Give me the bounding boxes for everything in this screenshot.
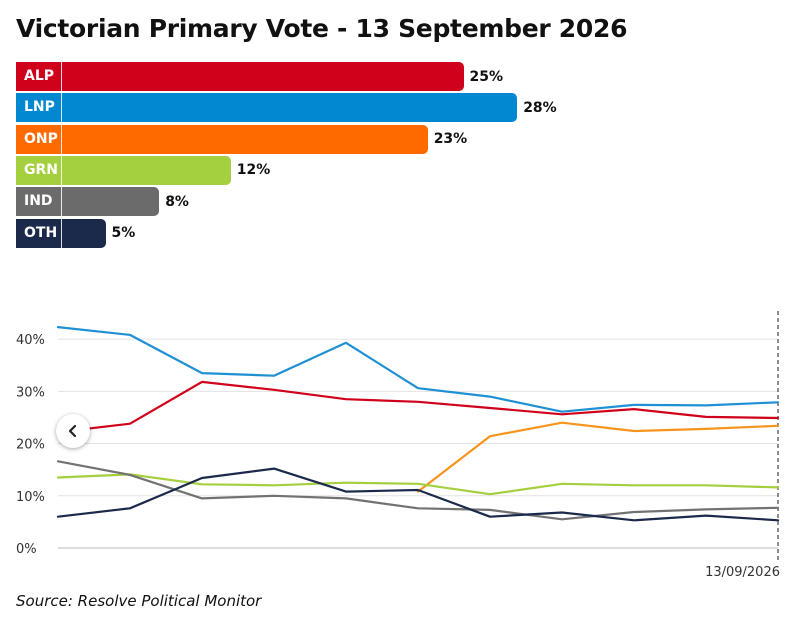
bar-grn: GRN xyxy=(16,155,231,185)
bar-party-label: ALP xyxy=(16,62,62,91)
line-chart: 0% 10% 20% 30% 40% 13/09/2026 xyxy=(16,311,780,580)
y-tick-label: 20% xyxy=(16,438,45,453)
bar-value-label: 8% xyxy=(165,193,189,210)
bar-value-label: 5% xyxy=(111,225,136,241)
bar-row-lnp: LNP 28% xyxy=(16,93,557,123)
bar-lnp: LNP xyxy=(16,93,518,123)
chevron-left-icon xyxy=(68,424,77,438)
bar-value-label: 23% xyxy=(433,131,468,148)
bar-value-label: 12% xyxy=(236,162,271,179)
y-tick-label: 40% xyxy=(16,333,45,348)
bar-party-label: GRN xyxy=(16,155,62,185)
bar-party-label: LNP xyxy=(16,93,62,123)
series-line-oth xyxy=(56,467,780,522)
series-line-ind xyxy=(56,460,780,521)
bar-onp: ONP xyxy=(16,124,428,154)
series-line-lnp xyxy=(56,326,780,413)
bar-alp: ALP xyxy=(16,62,464,91)
bar-row-alp: ALP 25% xyxy=(16,62,503,91)
y-tick-label: 0% xyxy=(16,542,37,557)
y-tick-label: 10% xyxy=(16,490,45,505)
page-title: Victorian Primary Vote - 13 September 20… xyxy=(16,14,628,43)
bar-party-label: IND xyxy=(16,187,62,217)
bar-row-onp: ONP 23% xyxy=(16,124,468,154)
source-note: Source: Resolve Political Monitor xyxy=(16,592,262,610)
bar-value-label: 25% xyxy=(469,68,504,85)
bar-ind: IND xyxy=(16,187,160,217)
bar-chart: ALP 25% LNP 28% ONP 23% GRN 12% IND 8% OTH 5% xyxy=(16,62,716,252)
series-line-onp xyxy=(416,421,780,493)
bar-party-label: OTH xyxy=(16,218,62,248)
bar-oth: OTH xyxy=(16,218,106,248)
scroll-back-button[interactable] xyxy=(56,414,90,448)
bar-value-label: 28% xyxy=(523,99,557,116)
series-line-grn xyxy=(56,473,780,496)
x-date-label: 13/09/2026 xyxy=(705,565,780,580)
bar-party-label: ONP xyxy=(16,124,62,154)
bar-row-grn: GRN 12% xyxy=(16,155,271,185)
bar-row-ind: IND 8% xyxy=(16,187,189,217)
series-line-alp xyxy=(56,380,780,434)
y-tick-label: 30% xyxy=(16,385,45,400)
bar-row-oth: OTH 5% xyxy=(16,218,136,248)
